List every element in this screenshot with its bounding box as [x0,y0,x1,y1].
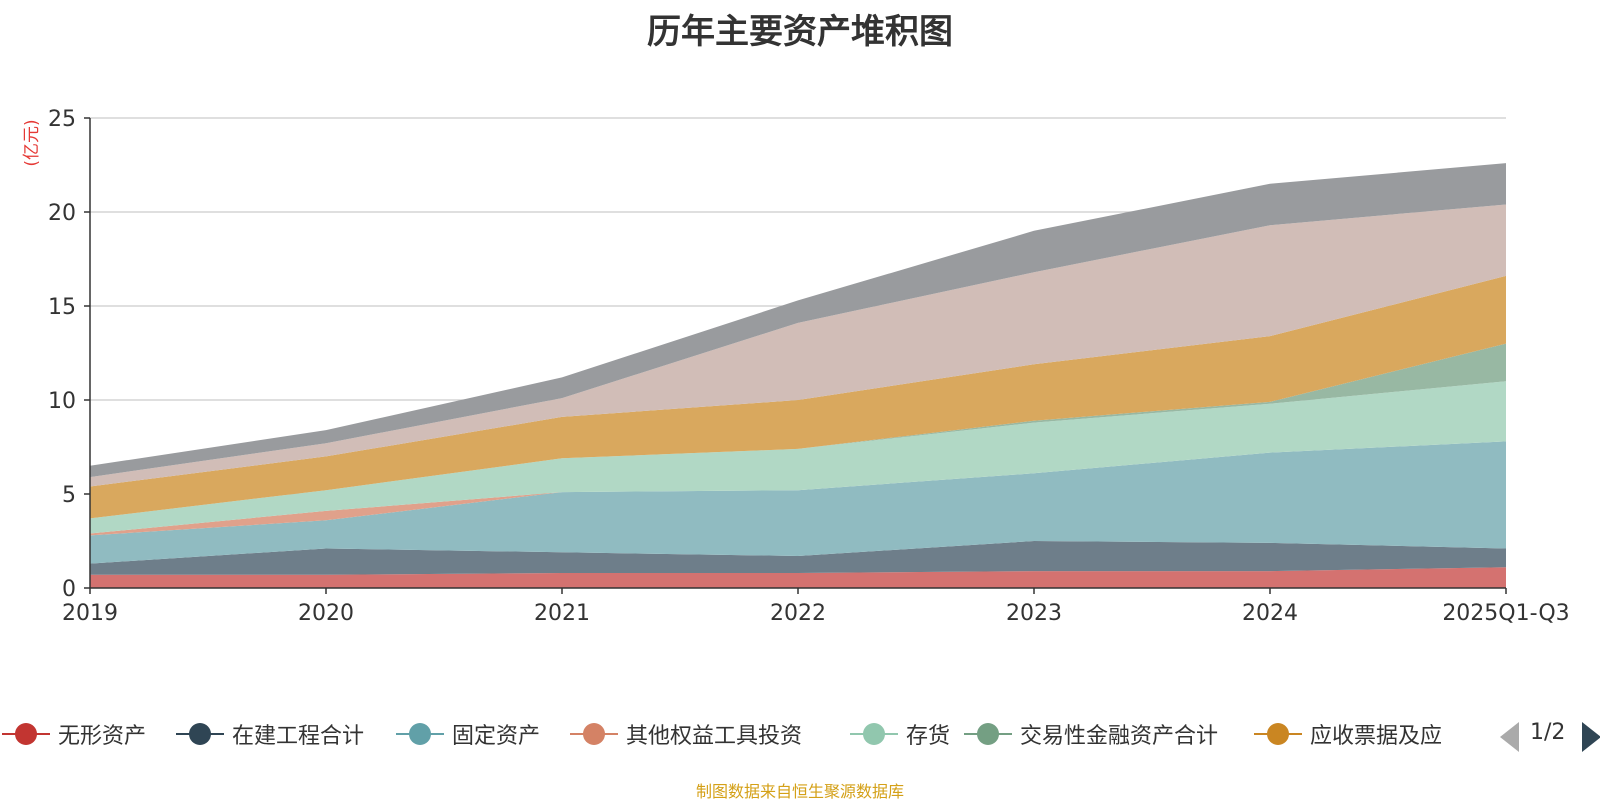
stacked-areas [90,163,1506,588]
area-series-8 [90,204,1506,487]
legend-marker-icon [174,714,226,754]
x-tick-label: 2022 [770,601,826,626]
legend-item[interactable]: 应收票据及应 [1252,714,1442,754]
legend-marker-icon [962,714,1014,754]
legend-next-page-icon[interactable] [1582,722,1600,752]
x-tick-label: 2025Q1-Q3 [1442,601,1569,626]
legend-page-indicator: 1/2 [1530,720,1566,745]
x-tick-label: 2023 [1006,601,1062,626]
y-axis-unit: (亿元) [22,119,42,166]
area-series-1 [90,567,1506,588]
legend-item[interactable]: 其他权益工具投资 [568,714,802,754]
legend-item[interactable]: 固定资产 [394,714,540,754]
x-tick-label: 2021 [534,601,590,626]
legend-label: 在建工程合计 [232,724,365,749]
area-series-3 [90,441,1506,564]
area-series-4 [90,441,1506,536]
x-tick-label: 2020 [298,601,354,626]
legend-label: 存货 [906,724,951,749]
y-tick-label: 25 [48,107,76,132]
legend-item[interactable]: 无形资产 [0,714,146,754]
legend-label: 无形资产 [58,724,147,749]
area-series-2 [90,541,1506,575]
axes [89,118,1506,589]
y-tick-label: 15 [48,295,76,320]
y-tick-labels: 0 5 10 15 20 25 [48,107,76,602]
legend-item[interactable]: 交易性金融资产合计 [962,714,1218,754]
x-tick-label: 2019 [62,601,118,626]
legend-marker-icon [848,714,900,754]
legend-prev-page-icon[interactable] [1500,722,1519,752]
legend-item[interactable]: 存货 [848,714,950,754]
legend-marker-icon [1252,714,1304,754]
x-tick-label: 2024 [1242,601,1298,626]
y-tick-label: 5 [62,483,76,508]
area-series-7 [90,275,1506,519]
chart-title: 历年主要资产堆积图 [647,12,953,52]
y-tick-label: 10 [48,389,76,414]
legend-label: 交易性金融资产合计 [1020,724,1219,749]
area-series-9 [90,163,1506,478]
legend-label: 其他权益工具投资 [626,724,803,749]
legend-marker-icon [568,714,620,754]
y-tick-label: 0 [62,577,76,602]
legend-marker-icon [0,714,52,754]
area-series-5 [90,381,1506,534]
source-note: 制图数据来自恒生聚源数据库 [695,782,904,801]
legend-label: 应收票据及应 [1310,724,1443,749]
legend-label: 固定资产 [452,724,541,749]
y-tick-label: 20 [48,201,76,226]
legend: 无形资产 在建工程合计 固定资产 其他权益工具投资 存货 交易性金融资产合计 应收票据及应 [0,714,1600,754]
legend-marker-icon [394,714,446,754]
x-tick-labels: 2019 2020 2021 2022 2023 2024 2025Q1-Q3 [62,601,1570,626]
legend-item[interactable]: 在建工程合计 [174,714,364,754]
